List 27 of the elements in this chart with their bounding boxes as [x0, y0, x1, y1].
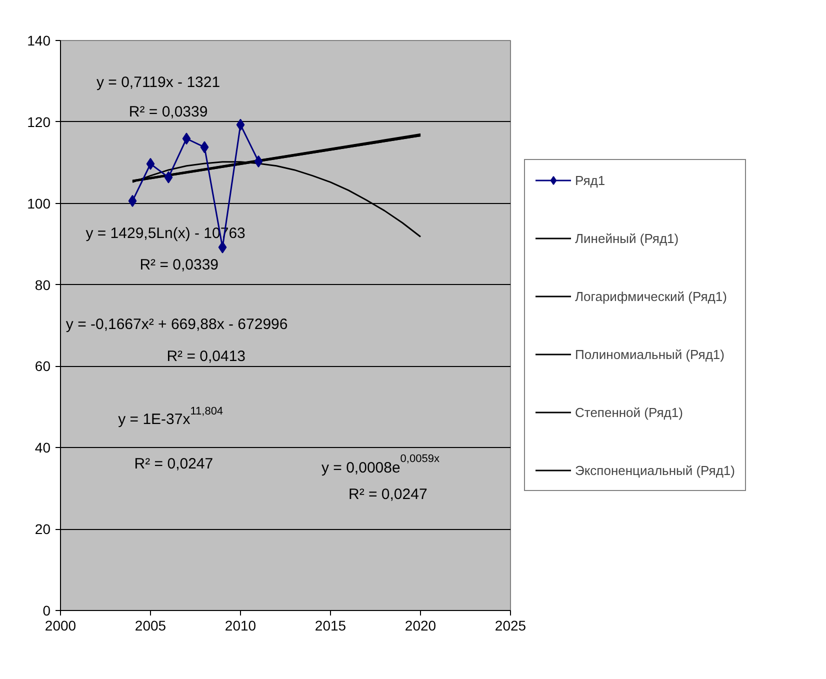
x-tick-label: 2020: [404, 618, 436, 634]
legend-label: Экспоненциальный (Ряд1): [575, 462, 735, 478]
y-tick-label: 100: [27, 195, 51, 212]
annotation: y = -0,1667x² + 669,88x - 672996: [66, 316, 288, 333]
legend-label: Ряд1: [575, 172, 606, 188]
x-tick-label: 2005: [134, 618, 166, 634]
annotation: R² = 0,0339: [128, 104, 208, 121]
annotation: R² = 0,0247: [348, 486, 428, 503]
y-tick-label: 80: [34, 276, 51, 293]
y-tick-label: 20: [34, 521, 51, 538]
y-tick-label: 120: [27, 114, 51, 130]
legend-label: Степенной (Ряд1): [575, 404, 683, 420]
x-tick-label: 2015: [314, 618, 346, 634]
x-tick-label: 2025: [494, 618, 526, 634]
legend-label: Полиномиальный (Ряд1): [575, 346, 724, 362]
y-tick-label: 40: [34, 440, 51, 456]
y-tick-label: 140: [27, 32, 51, 48]
annotation: R² = 0,0339: [140, 256, 219, 274]
annotation: R² = 0,0413: [166, 348, 246, 365]
x-tick-label: 2000: [44, 618, 76, 634]
y-tick-label: 0: [42, 602, 51, 618]
y-tick-label: 60: [34, 358, 51, 374]
legend-label: Логарифмический (Ряд1): [575, 288, 727, 304]
x-tick-label: 2010: [224, 618, 256, 634]
legend-label: Линейный (Ряд1): [575, 230, 679, 246]
annotation: R² = 0,0247: [134, 455, 214, 472]
annotation: y = 0,7119x - 1321: [96, 74, 220, 91]
